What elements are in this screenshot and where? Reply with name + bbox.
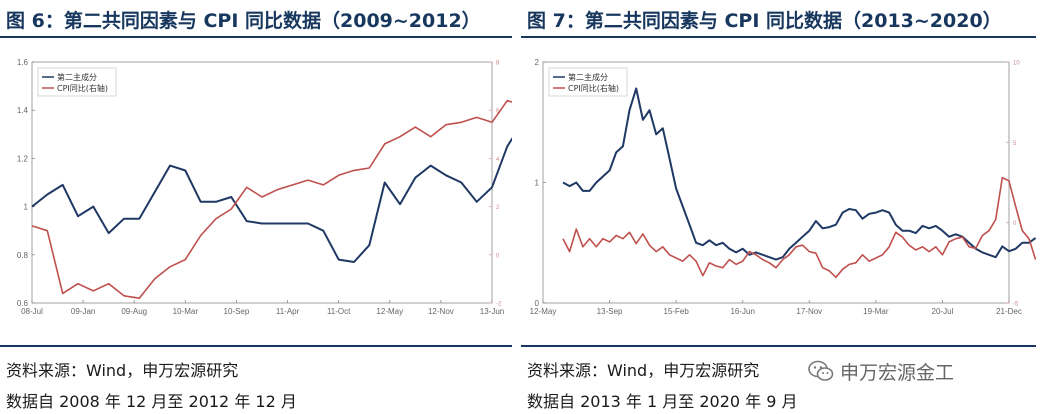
watermark: 申万宏源金工 bbox=[808, 358, 954, 384]
chart-figure-6: 08-Jul 09-Jan 09-Aug 10-Mar 10-Sep 11-Apr 11-O… bbox=[17, 58, 512, 316]
y-left-tick-label: 1.6 bbox=[17, 58, 29, 67]
x-tick-label: 20-Jul bbox=[932, 307, 954, 316]
legend-label: CPI同比(右轴) bbox=[568, 83, 619, 93]
y-right-tick-label: 6 bbox=[496, 109, 500, 115]
date-range-note: 数据自 2008 年 12 月至 2012 年 12 月 bbox=[6, 392, 297, 411]
legend-box bbox=[548, 67, 628, 97]
series-line-cpi bbox=[562, 176, 1036, 279]
chart-figure-7: 12-May 13-Sep 15-Feb 16-Jun 17-Nov 19-Mar 20-J… bbox=[530, 58, 1036, 316]
x-tick-label: 12-May bbox=[376, 307, 403, 316]
y-right-tick-label: -5 bbox=[1013, 302, 1019, 308]
x-tick-label: 10-Sep bbox=[224, 307, 250, 316]
y-right-tick-label: 0 bbox=[496, 253, 500, 259]
figure-7-panel: 图 7：第二共同因素与 CPI 同比数据（2013~2020） 12-May 13… bbox=[521, 0, 1036, 414]
y-left-tick-label: 0.8 bbox=[17, 251, 29, 260]
plot-frame bbox=[31, 61, 493, 304]
series-line-factor bbox=[562, 87, 1036, 261]
x-tick-label: 16-Jun bbox=[730, 307, 754, 316]
x-tick-label: 12-May bbox=[530, 307, 557, 316]
series-line-cpi bbox=[31, 99, 512, 300]
legend-label: 第二主成分 bbox=[57, 72, 97, 82]
title-rule bbox=[0, 36, 512, 38]
y-left-tick-label: 1 bbox=[535, 179, 540, 188]
x-tick-label: 09-Aug bbox=[121, 307, 147, 316]
x-tick-label: 17-Nov bbox=[796, 307, 822, 316]
x-tick-label: 13-Jun bbox=[480, 307, 504, 316]
x-tick-label: 15-Feb bbox=[663, 307, 689, 316]
series-line-factor bbox=[31, 137, 512, 263]
x-tick-label: 13-Sep bbox=[597, 307, 623, 316]
y-right-tick-label: 0 bbox=[1013, 221, 1017, 227]
y-right-tick-label: 2 bbox=[496, 205, 500, 211]
x-tick-label: 19-Mar bbox=[863, 307, 889, 316]
y-right-tick-label: 8 bbox=[496, 61, 500, 67]
watermark-text: 申万宏源金工 bbox=[840, 361, 955, 384]
legend-box bbox=[37, 67, 117, 97]
y-right-tick-label: 4 bbox=[496, 157, 500, 163]
x-tick-label: 11-Oct bbox=[327, 307, 351, 316]
source-note: 资料来源：Wind，申万宏源研究 bbox=[6, 361, 239, 380]
plot-frame bbox=[542, 61, 1010, 304]
y-left-tick-label: 0 bbox=[535, 299, 540, 308]
figure-title: 图 6：第二共同因素与 CPI 同比数据（2009~2012） bbox=[6, 10, 481, 32]
figure-title: 图 7：第二共同因素与 CPI 同比数据（2013~2020） bbox=[527, 10, 1002, 32]
legend-label: 第二主成分 bbox=[568, 72, 608, 82]
x-tick-label: 10-Mar bbox=[173, 307, 199, 316]
y-left-tick-label: 1.4 bbox=[17, 106, 29, 115]
y-right-tick-label: -2 bbox=[496, 302, 502, 308]
title-rule bbox=[521, 36, 1036, 38]
source-note: 资料来源：Wind，申万宏源研究 bbox=[527, 361, 760, 380]
y-left-tick-label: 1 bbox=[24, 203, 29, 212]
figure-6-panel: 图 6：第二共同因素与 CPI 同比数据（2009~2012） 08-Jul 09… bbox=[0, 0, 512, 414]
y-left-tick-label: 1.2 bbox=[17, 154, 29, 163]
date-range-note: 数据自 2013 年 1 月至 2020 年 9 月 bbox=[527, 392, 798, 411]
x-tick-label: 11-Apr bbox=[276, 307, 300, 316]
x-tick-label: 21-Dec bbox=[996, 307, 1022, 316]
footer-rule bbox=[521, 345, 1036, 347]
footer-rule bbox=[0, 345, 512, 347]
wechat-icon bbox=[808, 360, 834, 381]
y-right-tick-label: 5 bbox=[1013, 141, 1017, 147]
legend-label: CPI同比(右轴) bbox=[57, 83, 108, 93]
y-right-tick-label: 10 bbox=[1013, 61, 1020, 67]
x-tick-label: 08-Jul bbox=[21, 307, 43, 316]
x-tick-label: 12-Nov bbox=[428, 307, 454, 316]
x-tick-label: 09-Jan bbox=[71, 307, 95, 316]
y-left-tick-label: 0.6 bbox=[17, 299, 29, 308]
y-left-tick-label: 2 bbox=[535, 58, 540, 67]
